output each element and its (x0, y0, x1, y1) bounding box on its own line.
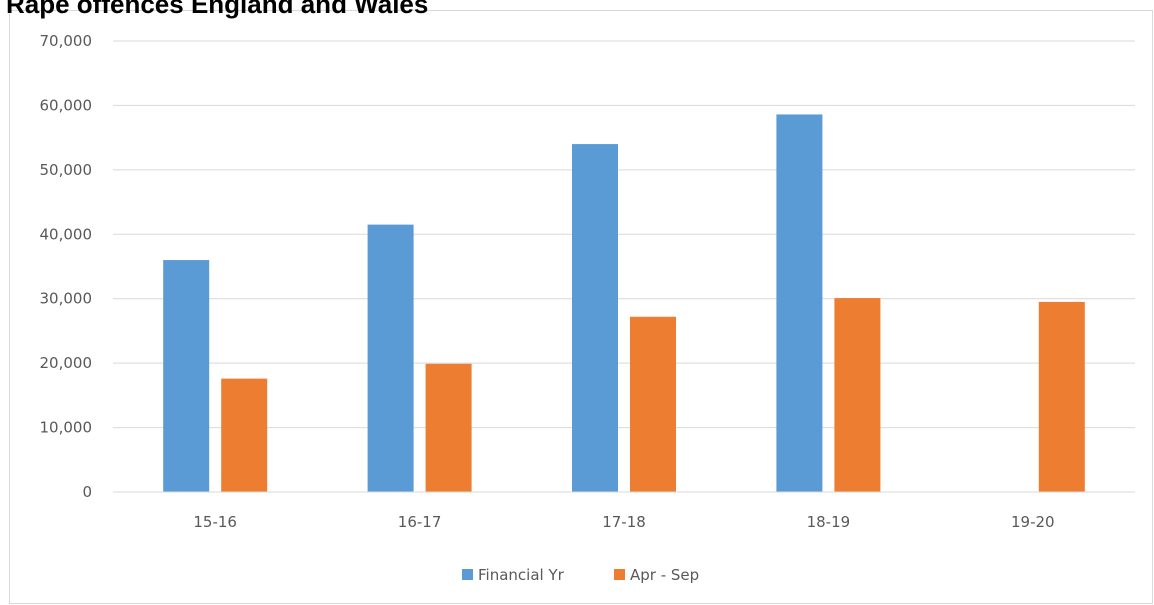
bar-apr-sep (1038, 301, 1085, 492)
y-tick-label: 70,000 (40, 32, 93, 50)
y-axis-ticks: 0 10,000 20,000 30,000 40,000 50,000 60,000 70,… (40, 32, 93, 501)
chart-title: Rape offences England and Wales (6, 0, 429, 19)
bars (163, 114, 1085, 493)
bar-apr-sep (425, 363, 472, 492)
y-tick-label: 60,000 (40, 96, 93, 114)
x-tick-label: 15-16 (193, 513, 237, 531)
x-tick-label: 19-20 (1011, 513, 1055, 531)
x-tick-label: 18-19 (807, 513, 851, 531)
y-tick-label: 0 (82, 483, 92, 501)
bar-financial-yr (163, 260, 210, 492)
legend-swatch (614, 569, 625, 580)
y-tick-label: 10,000 (40, 419, 93, 437)
gridlines (113, 40, 1135, 429)
y-tick-label: 20,000 (40, 354, 93, 372)
x-tick-label: 16-17 (398, 513, 442, 531)
bar-financial-yr (776, 114, 823, 492)
legend: Financial Yr Apr - Sep (462, 566, 699, 584)
y-tick-label: 40,000 (40, 225, 93, 243)
y-tick-label: 50,000 (40, 161, 93, 179)
bar-apr-sep (221, 378, 268, 492)
x-tick-label: 17-18 (602, 513, 646, 531)
y-tick-label: 30,000 (40, 290, 93, 308)
bar-financial-yr (367, 224, 414, 492)
legend-swatch (462, 569, 473, 580)
bar-apr-sep (834, 298, 881, 492)
legend-label: Apr - Sep (630, 566, 699, 584)
x-axis-ticks: 15-16 16-17 17-18 18-19 19-20 (193, 513, 1054, 531)
legend-label: Financial Yr (478, 566, 565, 584)
bar-apr-sep (630, 316, 676, 492)
bar-financial-yr (572, 144, 618, 493)
